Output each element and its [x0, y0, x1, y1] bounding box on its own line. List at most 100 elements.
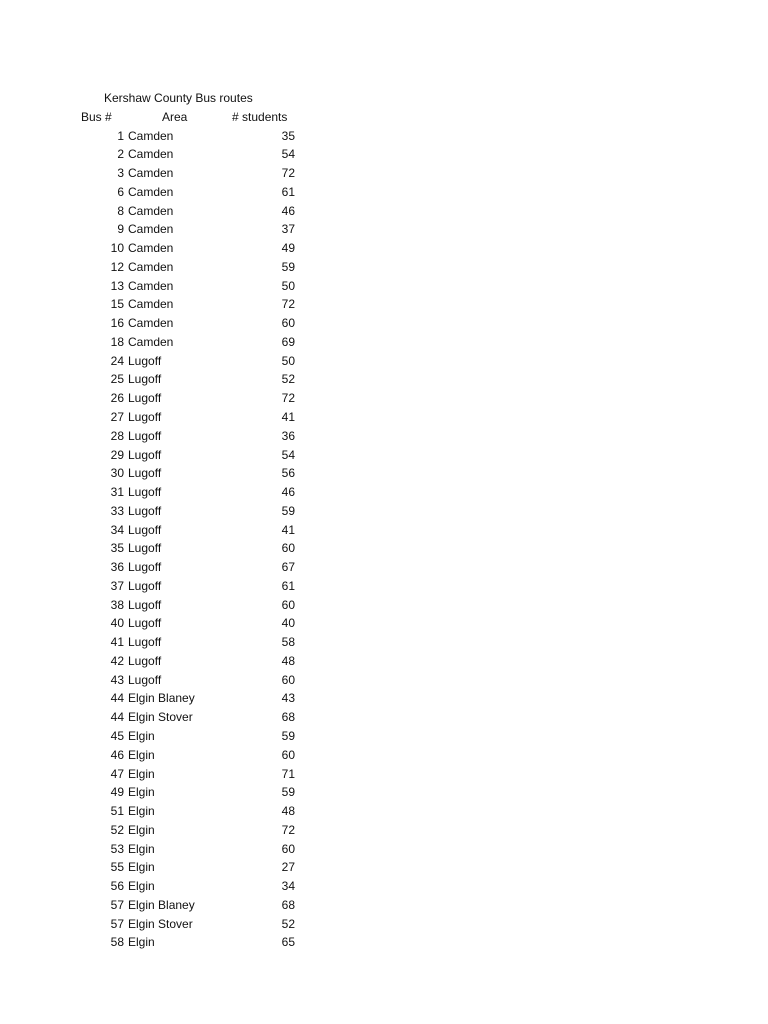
table-row: 15 Camden 72: [0, 295, 400, 314]
document-title: Kershaw County Bus routes: [104, 91, 253, 105]
area-cell: Lugoff: [128, 578, 162, 593]
bus-number-cell: 8: [117, 203, 124, 218]
students-cell: 48: [281, 804, 295, 819]
table-row: 27 Lugoff 41: [0, 408, 400, 427]
students-cell: 46: [281, 203, 295, 218]
students-cell: 59: [281, 259, 295, 274]
students-cell: 68: [281, 710, 295, 725]
area-cell: Camden: [128, 316, 174, 331]
area-cell: Elgin: [128, 766, 155, 781]
students-cell: 72: [281, 822, 295, 837]
area-cell: Elgin: [128, 860, 155, 875]
students-cell: 60: [281, 841, 295, 856]
students-cell: 59: [281, 729, 295, 743]
bus-number-cell: 6: [117, 184, 124, 199]
students-cell: 72: [281, 166, 295, 181]
table-row: 34 Lugoff 41: [0, 521, 400, 540]
bus-number-cell: 34: [110, 522, 124, 537]
students-cell: 71: [281, 766, 295, 781]
area-cell: Elgin: [128, 804, 155, 819]
bus-number-cell: 13: [110, 278, 124, 293]
area-cell: Camden: [128, 147, 174, 162]
students-cell: 46: [281, 485, 295, 500]
area-cell: Camden: [128, 203, 174, 218]
header-area: Area: [162, 110, 188, 124]
table-row: 2 Camden 54: [0, 145, 400, 164]
area-cell: Lugoff: [128, 353, 162, 368]
bus-number-cell: 57: [110, 916, 124, 931]
table-row: 16 Camden 60: [0, 314, 400, 333]
students-cell: 72: [281, 391, 295, 406]
table-row: 29 Lugoff 54: [0, 446, 400, 465]
bus-number-cell: 1: [117, 128, 124, 143]
table-row: 45 Elgin 59: [0, 727, 400, 746]
bus-number-cell: 36: [110, 560, 124, 575]
bus-number-cell: 31: [110, 485, 124, 500]
area-cell: Camden: [128, 297, 174, 312]
area-cell: Lugoff: [128, 466, 162, 481]
table-row: 24 Lugoff 50: [0, 352, 400, 371]
table-row: 49 Elgin 59: [0, 783, 400, 802]
area-cell: Camden: [128, 184, 174, 199]
table-row: 37 Lugoff 61: [0, 577, 400, 596]
students-cell: 58: [281, 635, 295, 650]
students-cell: 68: [281, 897, 295, 912]
bus-number-cell: 42: [110, 653, 124, 668]
students-cell: 50: [281, 278, 295, 293]
table-row: 55 Elgin 27: [0, 858, 400, 877]
bus-number-cell: 46: [110, 747, 124, 762]
header-bus-number: Bus #: [81, 110, 112, 124]
bus-number-cell: 10: [110, 241, 124, 256]
table-row: 12 Camden 59: [0, 258, 400, 277]
bus-number-cell: 35: [110, 541, 124, 556]
table-row: 40 Lugoff 40: [0, 614, 400, 633]
table-row: 56 Elgin 34: [0, 877, 400, 896]
students-cell: 41: [281, 409, 295, 424]
bus-number-cell: 43: [110, 672, 124, 687]
bus-routes-table: 1 Camden 35 2 Camden 54 3 Camden 72 6 Camden 61 8 Cam…: [0, 127, 400, 953]
bus-number-cell: 41: [110, 635, 124, 650]
table-row: 53 Elgin 60: [0, 840, 400, 859]
students-cell: 67: [281, 560, 295, 575]
table-row: 41 Lugoff 58: [0, 633, 400, 652]
table-row: 57 Elgin Blaney 68: [0, 896, 400, 915]
area-cell: Lugoff: [128, 391, 162, 406]
bus-number-cell: 25: [110, 372, 124, 387]
area-cell: Elgin: [128, 879, 155, 894]
students-cell: 65: [281, 935, 295, 950]
area-cell: Lugoff: [128, 428, 162, 443]
area-cell: Lugoff: [128, 653, 162, 668]
table-row: 9 Camden 37: [0, 220, 400, 239]
bus-number-cell: 37: [110, 578, 124, 593]
area-cell: Lugoff: [128, 672, 162, 687]
table-row: 44 Elgin Stover 68: [0, 708, 400, 727]
bus-number-cell: 24: [110, 353, 124, 368]
area-cell: Elgin Stover: [128, 710, 193, 725]
area-cell: Lugoff: [128, 541, 162, 556]
area-cell: Camden: [128, 241, 174, 256]
bus-number-cell: 33: [110, 503, 124, 518]
area-cell: Lugoff: [128, 616, 162, 631]
students-cell: 37: [281, 222, 295, 237]
bus-number-cell: 58: [110, 935, 124, 950]
bus-number-cell: 29: [110, 447, 124, 462]
area-cell: Lugoff: [128, 522, 162, 537]
area-cell: Lugoff: [128, 635, 162, 650]
area-cell: Elgin Stover: [128, 916, 193, 931]
area-cell: Lugoff: [128, 560, 162, 575]
bus-number-cell: 2: [117, 147, 124, 162]
students-cell: 60: [281, 672, 295, 687]
area-cell: Lugoff: [128, 372, 162, 387]
students-cell: 61: [281, 578, 295, 593]
students-cell: 40: [281, 616, 295, 631]
table-row: 35 Lugoff 60: [0, 539, 400, 558]
table-row: 36 Lugoff 67: [0, 558, 400, 577]
students-cell: 72: [281, 297, 295, 312]
bus-number-cell: 44: [110, 691, 124, 706]
students-cell: 60: [281, 597, 295, 612]
bus-number-cell: 53: [110, 841, 124, 856]
table-row: 51 Elgin 48: [0, 802, 400, 821]
bus-number-cell: 3: [117, 166, 124, 181]
bus-number-cell: 26: [110, 391, 124, 406]
area-cell: Camden: [128, 278, 174, 293]
